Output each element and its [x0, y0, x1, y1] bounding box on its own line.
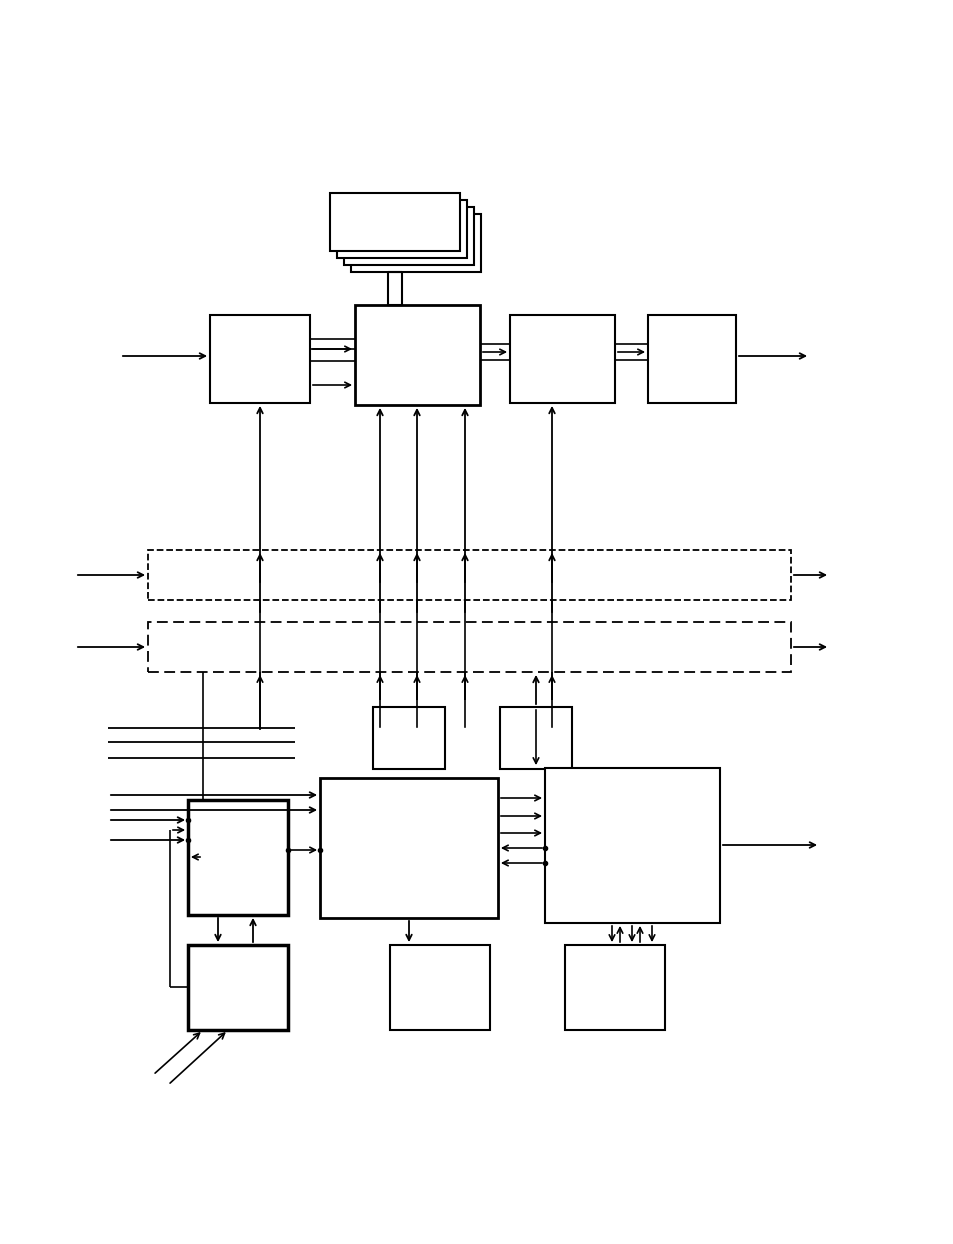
Bar [148, 550, 790, 600]
Bar [330, 193, 459, 251]
Bar [355, 305, 479, 406]
Bar [373, 707, 444, 769]
Bar [564, 945, 664, 1030]
Bar [319, 778, 497, 918]
Bar [188, 945, 288, 1030]
Bar [390, 945, 490, 1030]
Bar [647, 315, 735, 403]
Bar [188, 800, 288, 916]
Bar [499, 707, 572, 769]
Bar [351, 214, 480, 272]
Bar [544, 768, 720, 923]
Bar [510, 315, 615, 403]
Bar [344, 207, 474, 265]
Bar [210, 315, 310, 403]
Bar [148, 622, 790, 672]
Bar [336, 200, 467, 258]
